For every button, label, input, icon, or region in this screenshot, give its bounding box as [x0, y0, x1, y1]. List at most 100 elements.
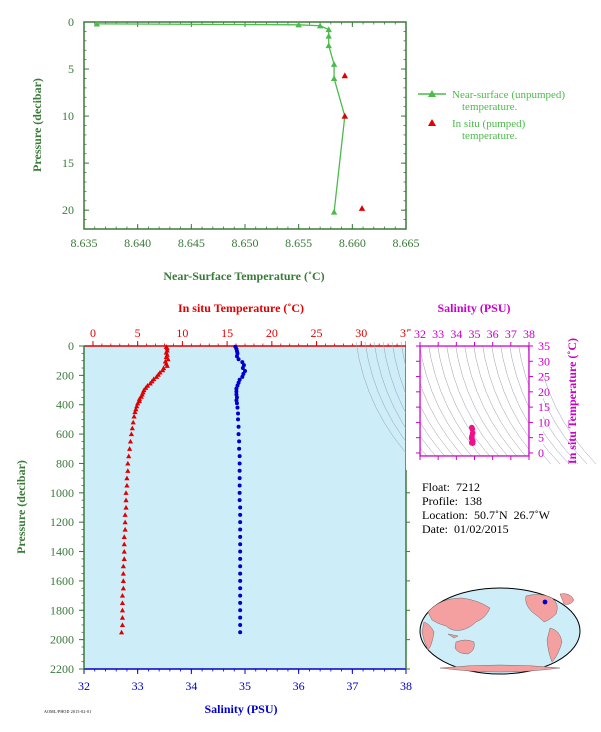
- profile-plot-area: [84, 346, 406, 669]
- isopycnal-line: [400, 341, 462, 465]
- pressure-tick-label: 1000: [50, 486, 74, 500]
- temperature-point: [118, 629, 125, 635]
- salinity-tick-label: 37: [346, 679, 358, 693]
- land-africa: [421, 621, 435, 651]
- ts-y-tick-label: 35: [538, 339, 550, 353]
- salinity-point: [240, 366, 245, 371]
- temperature-point: [125, 460, 131, 466]
- temperature-point: [153, 374, 160, 379]
- salinity-point: [238, 593, 243, 598]
- temperature-point: [127, 438, 134, 444]
- temperature-point: [165, 356, 171, 362]
- ts-x-tick-label: 38: [523, 327, 535, 341]
- isopycnal-line: [418, 341, 480, 465]
- near-surface-point: [325, 42, 332, 49]
- temperature-point: [121, 556, 127, 561]
- salinity-point: [237, 439, 242, 444]
- salinity-tick-label: 32: [78, 679, 90, 693]
- salinity-tick-label: 36: [293, 679, 305, 693]
- salinity-point: [235, 405, 240, 410]
- salinity-point: [236, 417, 241, 422]
- ts-y-tick-label: 15: [538, 400, 550, 414]
- temperature-point: [135, 400, 141, 406]
- salinity-point: [237, 468, 242, 473]
- isopycnal-line: [445, 341, 507, 465]
- near-surface-legend: Near-surface (unpumped) temperature. In …: [418, 89, 565, 142]
- ts-y-tick-label: 0: [538, 446, 544, 460]
- legend-marker-insitu: [428, 119, 436, 126]
- profile-series: [118, 344, 247, 635]
- salinity-point: [234, 401, 239, 406]
- salinity-point: [234, 354, 239, 359]
- pressure-tick-label: 200: [56, 368, 74, 382]
- salinity-point: [240, 360, 245, 365]
- near-surface-point: [330, 61, 338, 67]
- y-tick-label: 10: [62, 109, 74, 123]
- salinity-point: [236, 357, 241, 362]
- temp-tick-label: 20: [266, 326, 278, 340]
- legend-near-surface-line1: Near-surface (unpumped): [452, 89, 565, 101]
- salinity-point: [236, 424, 241, 429]
- legend-insitu-line2: temperature.: [462, 130, 518, 142]
- profile-ticks: 0510152025303532333435363738020040060080…: [50, 326, 412, 693]
- temperature-point: [120, 578, 126, 583]
- temperature-point: [123, 504, 129, 510]
- pressure-tick-label: 0: [68, 339, 74, 353]
- legend-marker-near-surface: [428, 90, 436, 97]
- float-info-panel: Float: 7212 Profile: 138 Location: 50.7˚…: [422, 480, 550, 536]
- isopycnal-line: [463, 341, 525, 465]
- pressure-tick-label: 1400: [50, 545, 74, 559]
- near-surface-ticks: 8.635 8.640 8.645 8.650 8.655 8.660 8.665 0 5 10 1…: [62, 15, 420, 250]
- salinity-point: [238, 608, 243, 613]
- ts-left-mask: [406, 332, 420, 470]
- isopycnal-line: [427, 341, 489, 465]
- temperature-point: [119, 600, 126, 606]
- land-eurasia: [427, 597, 491, 631]
- x-tick-label: 8.645: [178, 236, 205, 250]
- ts-y-tick-label: 5: [538, 431, 544, 445]
- y-tick-label: 15: [62, 156, 74, 170]
- ts-isopycnals: [355, 332, 597, 470]
- pressure-tick-label: 400: [56, 398, 74, 412]
- pressure-tick-label: 2200: [50, 662, 74, 676]
- temperature-point: [160, 367, 166, 373]
- salinity-point: [238, 520, 243, 525]
- salinity-point: [238, 549, 243, 554]
- pressure-tick-label: 1200: [50, 515, 74, 529]
- profile-y-label: Pressure (decibar): [14, 460, 28, 554]
- x-tick-label: 8.660: [339, 236, 366, 250]
- ts-x-tick-label: 32: [414, 327, 426, 341]
- salinity-tick-label: 38: [400, 679, 412, 693]
- near-surface-point: [93, 20, 101, 27]
- temperature-point: [121, 534, 127, 539]
- profile-bottom-x-label: Salinity (PSU): [204, 702, 277, 716]
- x-tick-label: 8.635: [71, 236, 98, 250]
- temperature-point: [119, 615, 126, 620]
- salinity-point: [238, 542, 243, 547]
- temperature-point: [133, 406, 139, 412]
- ts-x-tick-label: 37: [505, 327, 517, 341]
- temperature-point: [126, 453, 132, 459]
- near-surface-x-label: Near-Surface Temperature (˚C): [163, 269, 324, 283]
- isopycnal-line: [373, 341, 435, 465]
- salinity-point: [238, 534, 243, 539]
- temperature-point: [119, 607, 126, 613]
- ts-bottom-mask: [406, 456, 543, 470]
- isopycnal-line: [472, 341, 534, 465]
- ts-x-label: Salinity (PSU): [437, 301, 510, 315]
- salinity-tick-label: 35: [239, 679, 251, 693]
- salinity-point: [237, 476, 242, 481]
- temp-tick-label: 15: [221, 326, 233, 340]
- temp-tick-label: 30: [355, 326, 367, 340]
- isopycnal-line: [355, 341, 417, 465]
- legend-near-surface-line2: temperature.: [462, 101, 518, 113]
- world-map: [419, 587, 581, 675]
- salinity-point: [238, 512, 243, 517]
- insitu-point: [358, 205, 366, 211]
- temperature-point: [129, 425, 135, 431]
- pressure-tick-label: 2000: [50, 633, 74, 647]
- salinity-point: [236, 411, 241, 416]
- near-surface-point: [325, 26, 332, 33]
- salinity-point: [236, 432, 241, 437]
